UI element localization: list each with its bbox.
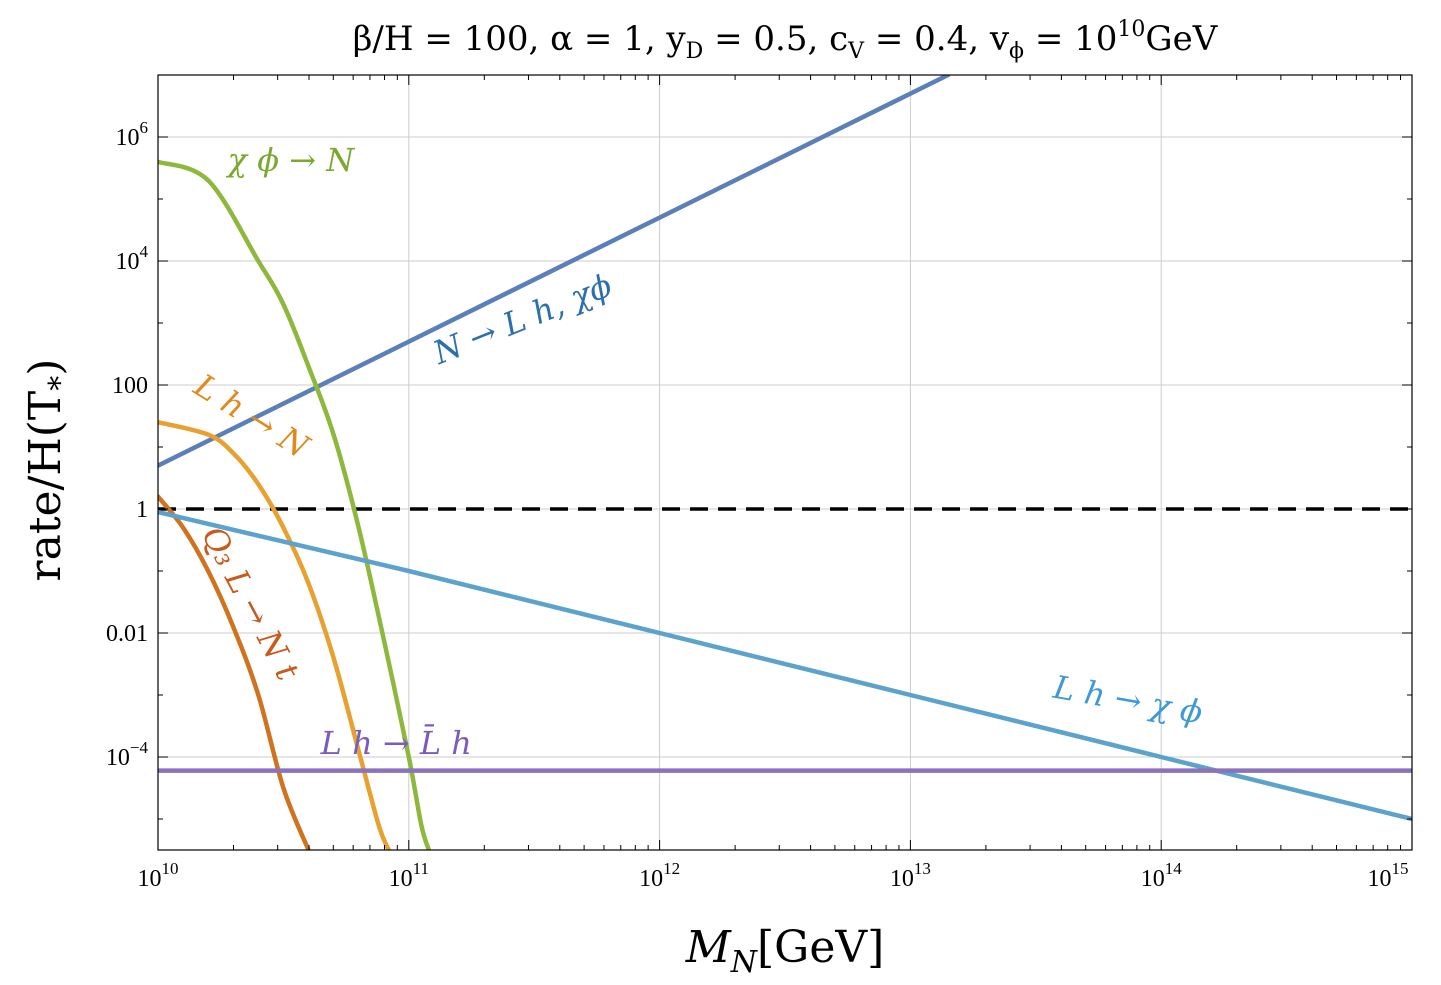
y-tick-label: 100 [112,373,148,399]
y-tick-label: 106 [116,118,149,151]
title-main: β/H = 100, α = 1, y [353,19,687,59]
x-tick-base: 10 [138,866,162,892]
title-unit: GeV [1145,19,1218,59]
series-group [158,75,1412,850]
series-line-l-h-n [158,419,391,850]
x-tick-base: 10 [389,866,413,892]
y-tick-label: 104 [116,242,149,275]
title-vphi-sub: ϕ [1009,39,1024,64]
tick-labels: 1010 1011 1012 1013 1014 101510610410010.0110… [106,74,1412,892]
y-tick-base: 10 [116,249,140,275]
x-tick-label: 1014 [1141,859,1183,892]
series-line-n-l-h [158,75,951,468]
x-tick-exp: 12 [663,859,680,878]
y-tick-label: 0.01 [106,621,148,647]
title-mid1: = 0.5, c [703,19,848,59]
y-axis-label-main: rate/H(T [20,391,71,582]
x-tick-label: 1015 [1368,859,1409,892]
plot-frame [157,74,1413,851]
curve-label-l-h-l-h: L h → L̄ h [320,724,472,762]
y-tick-exp: −4 [130,738,149,757]
x-tick-label: 1010 [138,859,179,892]
x-tick-label: 1013 [890,859,931,892]
title-exp: 10 [1117,17,1145,42]
curve-label-l-h: L h → χ ϕ [1050,668,1206,732]
x-tick-base: 10 [639,866,663,892]
x-axis-label-main: M [685,922,732,973]
y-tick-base: 0.01 [106,621,148,647]
x-tick-exp: 13 [914,859,931,878]
title-mid3: = 10 [1024,19,1117,59]
y-axis-label: rate/H(T*) [20,359,78,582]
title-cv-sub: V [847,39,865,64]
title-mid2: = 0.4, v [864,19,1010,59]
x-tick-base: 10 [1368,866,1392,892]
y-tick-label: 10−4 [106,738,149,771]
y-axis-label-close: ) [20,359,71,376]
x-tick-base: 10 [1141,866,1165,892]
x-tick-label: 1011 [389,859,429,892]
x-axis-label-unit: [GeV] [757,922,884,973]
series-line-l-h [158,509,1412,822]
x-tick-exp: 15 [1392,859,1409,878]
x-tick-exp: 11 [413,859,429,878]
y-tick-base: 1 [136,497,148,523]
x-tick-base: 10 [890,866,914,892]
x-tick-exp: 10 [162,859,179,878]
y-tick-base: 10 [116,125,140,151]
x-tick-exp: 14 [1165,859,1183,878]
y-tick-base: 10 [106,745,130,771]
y-tick-label: 1 [136,497,148,523]
series-line-q3-l-n-t [158,494,311,850]
curve-label-l-h-n: L h → N [187,366,317,467]
y-axis-label-sub: * [43,376,78,391]
x-axis-label-sub: N [730,945,759,980]
curve-label-n: χ ϕ → N [226,141,356,179]
y-tick-exp: 6 [140,118,149,137]
chart-title: β/H = 100, α = 1, yD = 0.5, cV = 0.4, vϕ… [353,17,1219,64]
title-yd-sub: D [686,39,704,64]
x-axis-label: MN[GeV] [685,922,885,980]
y-tick-base: 100 [112,373,148,399]
y-tick-exp: 4 [140,242,149,261]
x-tick-label: 1012 [639,859,680,892]
